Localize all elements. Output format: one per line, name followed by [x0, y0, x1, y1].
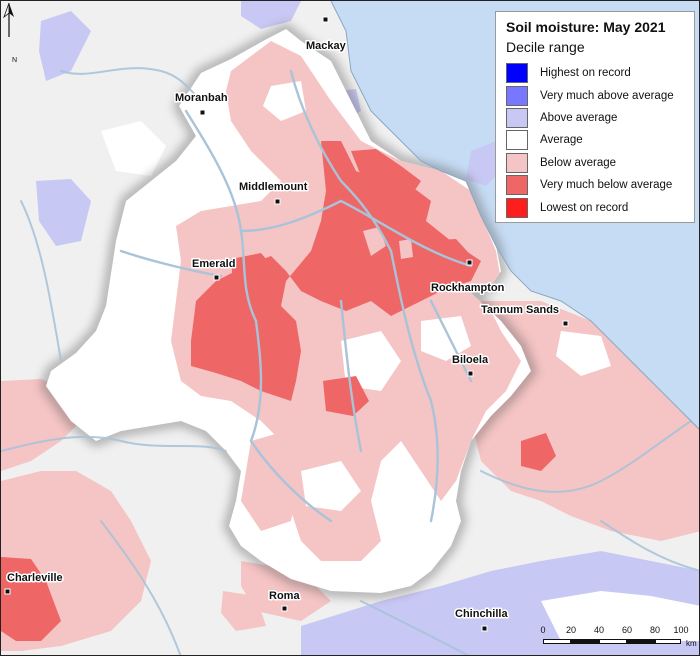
- legend-swatch: [506, 130, 528, 151]
- town-chinchilla: Chinchilla: [454, 607, 510, 632]
- scale-bar: 0 20 40 60 80 100 km: [540, 625, 696, 653]
- legend-label: Very much below average: [540, 179, 673, 192]
- north-arrow-icon: [3, 2, 14, 37]
- scale-tick: 0: [540, 625, 546, 635]
- legend-item-very-much-below: Very much below average: [506, 174, 674, 196]
- town-tannum-sands: Tannum Sands: [480, 303, 569, 327]
- town-moranbah: Moranbah: [174, 91, 229, 116]
- town-label: Rockhampton: [431, 282, 505, 294]
- town-marker: [562, 320, 569, 327]
- town-marker: [4, 588, 11, 595]
- scale-tick: 40: [593, 625, 605, 635]
- town-mackay: Mackay: [305, 16, 348, 54]
- legend-swatch: [506, 63, 528, 84]
- scale-tick: 80: [649, 625, 661, 635]
- rivers: [119, 69, 473, 523]
- legend-item-highest: Highest on record: [506, 62, 674, 84]
- town-marker: [199, 109, 206, 116]
- legend-item-average: Average: [506, 129, 674, 151]
- legend-items: Highest on record Very much above averag…: [506, 62, 674, 219]
- town-roma: Roma: [268, 589, 302, 612]
- legend-swatch: [506, 197, 528, 218]
- town-marker: [481, 625, 488, 632]
- town-label: Biloela: [452, 354, 489, 366]
- legend-item-lowest: Lowest on record: [506, 196, 674, 218]
- scale-segment: [599, 639, 627, 644]
- legend-label: Highest on record: [540, 67, 631, 80]
- towns: Mackay Moranbah Middlemount Emerald Rock…: [4, 16, 569, 632]
- legend-label: Average: [540, 134, 583, 147]
- town-label: Emerald: [192, 258, 235, 270]
- town-marker: [322, 16, 329, 23]
- legend-label: Above average: [540, 111, 618, 124]
- scale-segment: [627, 639, 655, 644]
- scale-tick: 100: [673, 625, 689, 635]
- legend-swatch: [506, 85, 528, 106]
- scale-tick: 20: [565, 625, 577, 635]
- legend-swatch: [506, 152, 528, 173]
- town-marker: [467, 370, 474, 377]
- legend-label: Below average: [540, 156, 617, 169]
- legend-label: Very much above average: [540, 89, 674, 102]
- legend-title: Soil moisture: May 2021: [506, 19, 666, 35]
- scale-segment: [543, 639, 571, 644]
- town-marker: [466, 259, 473, 266]
- legend-subtitle: Decile range: [506, 39, 585, 55]
- legend-swatch: [506, 107, 528, 128]
- town-marker: [274, 198, 281, 205]
- town-middlemount: Middlemount: [238, 180, 309, 205]
- north-label: N: [12, 57, 18, 64]
- scale-unit: km: [686, 639, 697, 648]
- legend-item-very-much-above: Very much above average: [506, 84, 674, 106]
- town-rockhampton: Rockhampton: [430, 259, 506, 296]
- town-charleville: Charleville: [4, 571, 64, 595]
- town-label: Roma: [269, 590, 300, 602]
- coastline: [330, 1, 699, 430]
- town-label: Middlemount: [239, 181, 308, 193]
- legend-item-below: Below average: [506, 152, 674, 174]
- town-biloela: Biloela: [451, 353, 490, 377]
- town-marker: [213, 274, 220, 281]
- scale-segment: [655, 639, 681, 644]
- town-label: Charleville: [7, 572, 63, 584]
- scale-tick: 60: [621, 625, 633, 635]
- legend-item-above: Above average: [506, 107, 674, 129]
- legend-swatch: [506, 175, 528, 196]
- town-label: Moranbah: [175, 92, 228, 104]
- town-label: Mackay: [306, 40, 347, 52]
- town-label: Tannum Sands: [481, 304, 559, 316]
- legend-label: Lowest on record: [540, 201, 629, 214]
- town-marker: [281, 605, 288, 612]
- legend: Soil moisture: May 2021 Decile range Hig…: [495, 11, 695, 223]
- town-emerald: Emerald: [191, 257, 237, 281]
- town-label: Chinchilla: [455, 608, 508, 620]
- scale-segment: [571, 639, 599, 644]
- outside-rivers: [1, 67, 699, 655]
